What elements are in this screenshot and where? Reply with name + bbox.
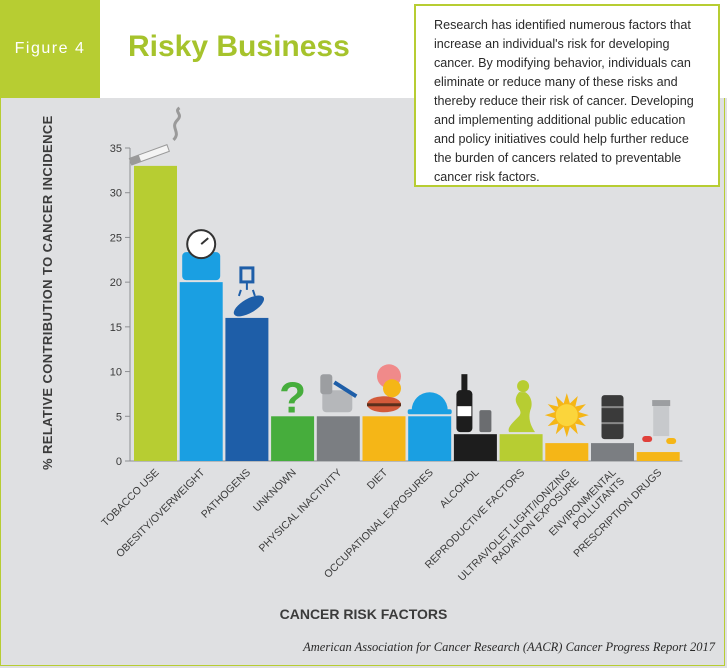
x-axis-title: CANCER RISK FACTORS — [279, 606, 448, 622]
svg-text:?: ? — [279, 373, 306, 422]
barrel-icon — [601, 395, 624, 440]
y-tick-label: 5 — [116, 411, 122, 423]
source-note: American Association for Cancer Research… — [303, 640, 715, 654]
bar-1 — [179, 282, 223, 461]
figure-label: Figure 4 — [0, 0, 100, 98]
x-tick-label: OBESITY/OVERWEIGHT — [114, 466, 208, 560]
bar-10 — [591, 443, 634, 461]
virus-bacteria-icon — [233, 266, 265, 317]
recliner-chair-icon — [320, 374, 358, 413]
bar-2 — [225, 317, 269, 461]
y-tick-label: 15 — [110, 322, 122, 334]
bar-5 — [362, 416, 406, 461]
x-tick-label: UNKNOWN — [251, 467, 299, 515]
x-tick-label: DIET — [365, 466, 391, 492]
bar-7 — [453, 434, 497, 461]
food-icon — [367, 364, 401, 413]
bar-8 — [499, 434, 543, 461]
scale-icon — [182, 229, 221, 281]
y-tick-label: 30 — [110, 188, 122, 200]
y-tick-label: 25 — [110, 232, 122, 244]
pill-bottle-icon — [642, 400, 677, 445]
question-mark-icon: ? — [279, 373, 306, 422]
bar-4 — [316, 416, 360, 461]
cigarette-icon — [128, 106, 181, 166]
bar-0 — [134, 165, 177, 461]
figure-title: Risky Business — [128, 30, 350, 63]
y-tick-label: 10 — [110, 367, 122, 379]
x-tick-label: PHYSICAL INACTIVITY — [257, 467, 345, 555]
x-tick-label: ALCOHOL — [438, 467, 482, 511]
sun-icon — [544, 393, 589, 438]
y-axis-title: % RELATIVE CONTRIBUTION TO CANCER INCIDE… — [40, 115, 55, 470]
y-tick-label: 0 — [116, 456, 122, 468]
x-tick-label: PATHOGENS — [199, 467, 253, 521]
bar-3 — [271, 416, 315, 461]
figure-icon — [508, 380, 536, 433]
hard-hat-icon — [407, 392, 452, 415]
bar-9 — [545, 443, 589, 461]
bar-6 — [408, 416, 452, 461]
wine-bottle-icon — [456, 374, 492, 433]
y-tick-label: 35 — [110, 143, 122, 155]
bar-11 — [636, 452, 680, 461]
intro-text: Research has identified numerous factors… — [414, 4, 720, 187]
y-tick-label: 20 — [110, 277, 122, 289]
